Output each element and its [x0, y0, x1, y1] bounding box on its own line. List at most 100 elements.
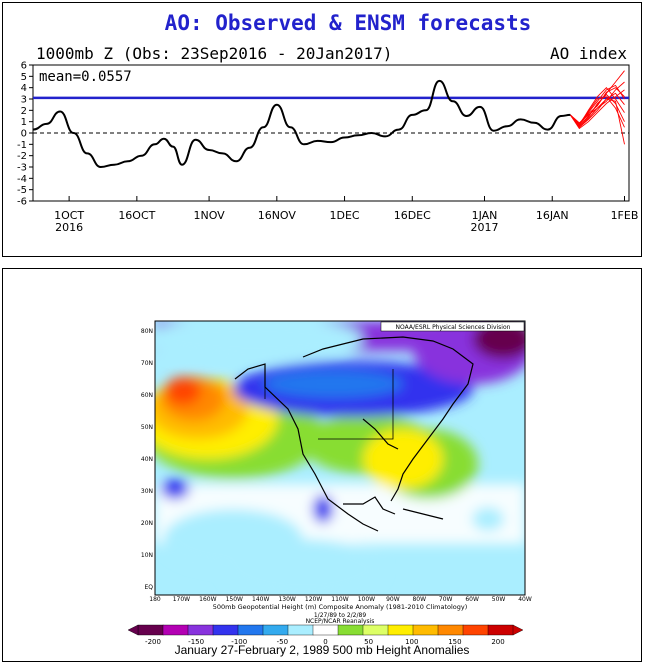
colorbar	[127, 624, 524, 636]
ao-chart-panel: AO: Observed & ENSM forecasts 1000mb Z (…	[2, 2, 642, 257]
x-tick-year: 2016	[55, 221, 83, 234]
x-tick-label: 16JAN	[536, 209, 569, 222]
lon-label: 130W	[278, 596, 295, 603]
y-tick-label: 2	[21, 106, 27, 117]
colorbar-tick-label: 150	[448, 638, 461, 646]
x-tick-label: 16OCT	[118, 209, 155, 222]
y-tick-label: 6	[21, 61, 27, 72]
ao-index-label: AO index	[550, 44, 627, 63]
x-tick-label: 16DEC	[394, 209, 431, 222]
height-anomaly-panel: NOAA/ESRL Physical Sciences Division 80N…	[2, 268, 642, 662]
colorbar-swatch	[437, 624, 464, 636]
colorbar-tick-label: -150	[188, 638, 204, 646]
colorbar-swatch	[162, 624, 189, 636]
map-source: NCEP/NCAR Reanalysis	[306, 618, 375, 625]
ao-mean-label: mean=0.0557	[39, 69, 132, 85]
lon-labels: 180 170W 160W 150W 140W 130W 120W 110W 100W 90W 80…	[149, 596, 532, 603]
lon-label: 160W	[199, 596, 216, 603]
lon-label: 60W	[465, 596, 479, 603]
y-tick-label: 1	[21, 117, 27, 128]
y-tick-label: -4	[17, 174, 27, 185]
ao-chart: AO: Observed & ENSM forecasts 1000mb Z (…	[17, 11, 638, 234]
height-anomaly-map: NOAA/ESRL Physical Sciences Division 80N…	[127, 320, 532, 646]
colorbar-swatch	[212, 624, 239, 636]
y-tick-label: -5	[17, 185, 27, 196]
x-tick-year: 2017	[471, 221, 499, 234]
ao-mean-box	[36, 67, 164, 85]
colorbar-swatch	[312, 624, 339, 636]
y-tick-label: 3	[21, 95, 27, 106]
lat-label: 80N	[141, 328, 153, 335]
coastlines	[234, 336, 474, 532]
colorbar-swatch	[337, 624, 364, 636]
y-tick-label: -3	[17, 163, 27, 174]
lon-label: 180	[149, 596, 161, 603]
colorbar-swatch	[462, 624, 489, 636]
x-tick-label: 1NOV	[193, 209, 225, 222]
x-tick-label: 1DEC	[329, 209, 359, 222]
colorbar-swatch	[412, 624, 439, 636]
colorbar-swatch	[137, 624, 164, 636]
map-title: 500mb Geopotential Height (m) Composite …	[213, 603, 468, 611]
x-tick-label: 16NOV	[258, 209, 297, 222]
x-tick-label: 1JAN	[472, 209, 498, 222]
forecast-member-line	[569, 98, 625, 145]
map-header-label: NOAA/ESRL Physical Sciences Division	[396, 324, 511, 331]
lat-label: 20N	[141, 520, 153, 527]
forecast-member-line	[569, 96, 625, 128]
map-header-box	[380, 321, 525, 332]
lat-label: EQ	[144, 584, 153, 591]
lat-label: 10N	[141, 552, 153, 559]
x-tick-label: 1OCT	[54, 209, 84, 222]
colorbar-swatch	[187, 624, 214, 636]
map-dates: 1/27/89 to 2/2/89	[314, 612, 366, 619]
forecast-member-line	[569, 87, 625, 126]
colorbar-tick-label: 200	[491, 638, 504, 646]
y-tick-label: -6	[17, 197, 27, 208]
lat-label: 70N	[141, 360, 153, 367]
lon-label: 170W	[173, 596, 190, 603]
y-tick-label: 4	[21, 83, 27, 94]
lat-label: 30N	[141, 488, 153, 495]
lon-label: 110W	[331, 596, 348, 603]
colorbar-swatch	[262, 624, 289, 636]
colorbar-tick-label: -200	[145, 638, 161, 646]
lon-label: 100W	[358, 596, 375, 603]
y-tick-label: 5	[21, 72, 27, 83]
lat-label: 60N	[141, 392, 153, 399]
y-tick-label: -1	[17, 140, 27, 151]
lat-labels: 80N 70N 60N 50N 40N 30N 20N 10N EQ	[141, 328, 153, 591]
lon-label: 150W	[226, 596, 243, 603]
colorbar-tick-label: 100	[405, 638, 418, 646]
forecast-member-line	[569, 89, 625, 130]
lon-label: 80W	[412, 596, 426, 603]
colorbar-tick-label: -100	[231, 638, 247, 646]
anomaly-field	[155, 321, 525, 595]
lon-label: 90W	[386, 596, 400, 603]
ao-subtitle: 1000mb Z (Obs: 23Sep2016 - 20Jan2017)	[36, 44, 392, 63]
x-tick-label: 1FEB	[611, 209, 639, 222]
y-tick-label: 0	[21, 129, 27, 140]
colorbar-swatch	[237, 624, 264, 636]
lon-label: 40W	[518, 596, 532, 603]
colorbar-swatch	[362, 624, 389, 636]
lon-label: 70W	[439, 596, 453, 603]
colorbar-swatch	[487, 624, 514, 636]
colorbar-tick-label: 50	[364, 638, 373, 646]
colorbar-min-arrow	[127, 624, 139, 636]
colorbar-tick-label: -50	[277, 638, 288, 646]
ao-forecast-members	[569, 70, 625, 145]
lat-label: 40N	[141, 456, 153, 463]
map-caption: January 27-February 2, 1989 500 mb Heigh…	[174, 643, 470, 657]
colorbar-tick-label: 0	[323, 638, 327, 646]
lat-label: 50N	[141, 424, 153, 431]
colorbar-ticks: -200 -150 -100 -50 0 50 100 150 200	[145, 638, 505, 646]
y-tick-label: -2	[17, 151, 27, 162]
ao-observed-line	[32, 79, 571, 169]
colorbar-swatch	[387, 624, 414, 636]
colorbar-max-arrow	[512, 624, 524, 636]
lon-label: 140W	[252, 596, 269, 603]
forecast-member-line	[569, 93, 625, 127]
